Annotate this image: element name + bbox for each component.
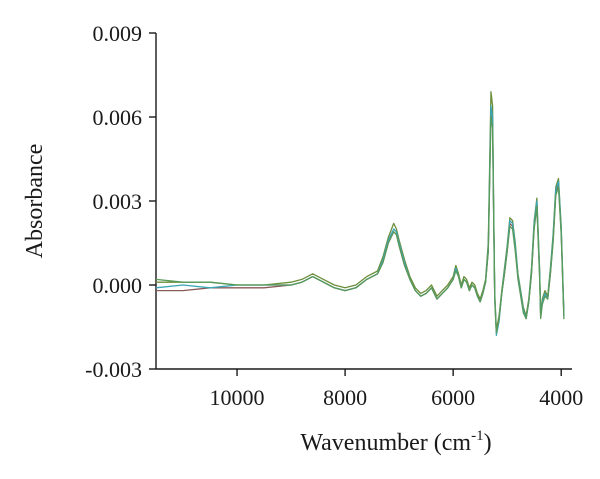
series-line-2 — [156, 91, 565, 331]
y-tick-label: 0.006 — [93, 105, 143, 130]
x-axis-title: Wavenumber (cm-1) — [300, 428, 491, 456]
y-axis-ticks: -0.003 0.000 0.003 0.006 0.009 — [85, 21, 156, 382]
y-axis-title: Absorbance — [22, 144, 48, 259]
series-line-4 — [156, 116, 565, 334]
x-axis-ticks: 10000 8000 6000 4000 — [210, 369, 583, 410]
y-tick-label: 0.009 — [93, 21, 143, 46]
x-tick-label: 8000 — [323, 385, 367, 410]
y-tick-label: -0.003 — [85, 357, 142, 382]
x-axis-title-main: Wavenumber (cm — [300, 430, 471, 456]
y-tick-label: 0.000 — [93, 273, 143, 298]
series-line-1 — [156, 110, 565, 334]
x-tick-label: 4000 — [539, 385, 583, 410]
x-tick-label: 10000 — [210, 385, 265, 410]
x-tick-label: 6000 — [431, 385, 475, 410]
series-line-3 — [156, 105, 565, 337]
x-axis-title-suffix: ) — [484, 430, 492, 456]
series-group — [156, 91, 565, 337]
x-axis-title-superscript: -1 — [471, 428, 484, 444]
y-tick-label: 0.003 — [93, 189, 143, 214]
